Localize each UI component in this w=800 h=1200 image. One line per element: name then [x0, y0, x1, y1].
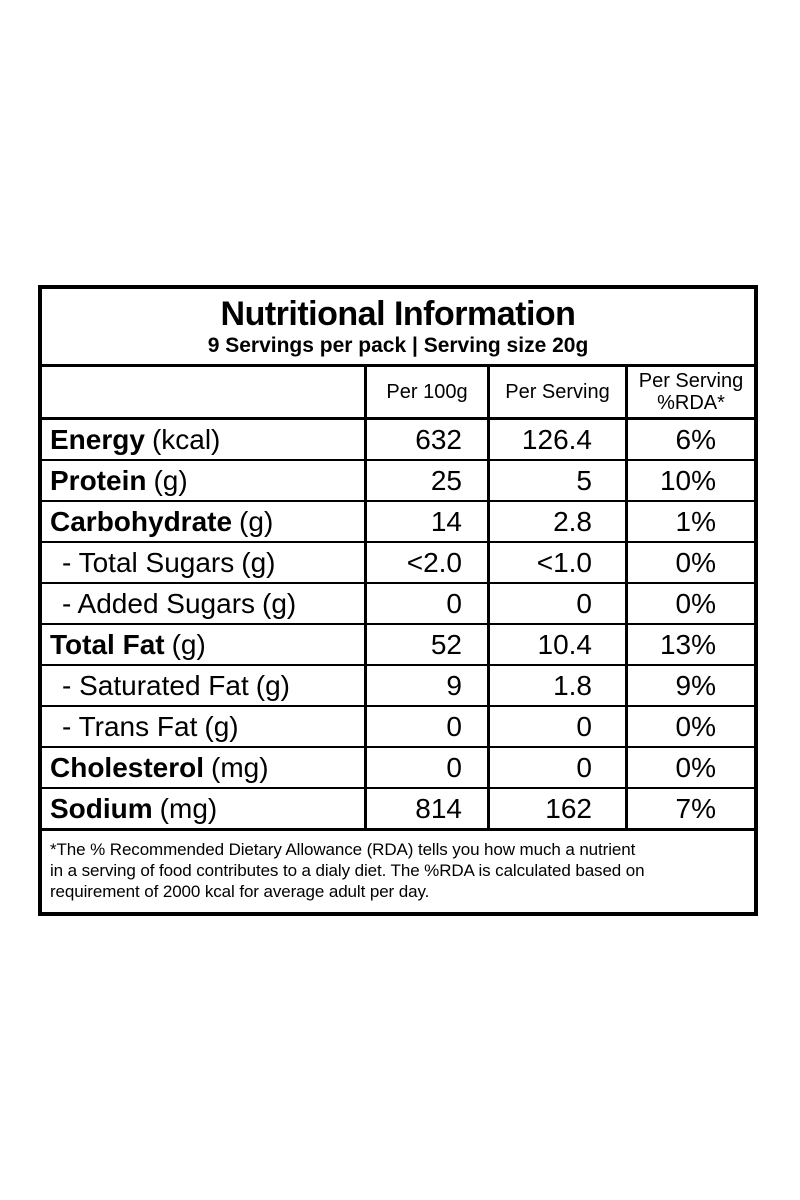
value-per-100g: 0 — [364, 707, 487, 746]
value-per-serving: 162 — [487, 789, 625, 828]
value-per-serving: 0 — [487, 748, 625, 787]
value-per-100g: 25 — [364, 461, 487, 500]
title-block: Nutritional Information 9 Servings per p… — [42, 289, 754, 367]
value-per-serving: 1.8 — [487, 666, 625, 705]
value-rda: 6% — [625, 420, 754, 459]
column-header-per-100g: Per 100g — [364, 367, 487, 417]
value-per-100g: 14 — [364, 502, 487, 541]
row-cholesterol: Cholesterol (mg) 0 0 0% — [42, 748, 754, 789]
row-protein: Protein (g) 25 5 10% — [42, 461, 754, 502]
value-rda: 0% — [625, 584, 754, 623]
rda-footnote-line3: requirement of 2000 kcal for average adu… — [50, 882, 430, 901]
row-saturated-fat: - Saturated Fat (g) 9 1.8 9% — [42, 666, 754, 707]
row-sodium: Sodium (mg) 814 162 7% — [42, 789, 754, 831]
value-rda: 1% — [625, 502, 754, 541]
nutrient-label: Cholesterol (mg) — [50, 751, 269, 783]
column-header-rda: Per Serving %RDA* — [625, 367, 754, 417]
rda-footnote: *The % Recommended Dietary Allowance (RD… — [42, 831, 754, 912]
value-rda: 7% — [625, 789, 754, 828]
rda-footnote-line1: *The % Recommended Dietary Allowance (RD… — [50, 840, 636, 859]
column-header-empty — [42, 367, 364, 417]
nutrient-label: - Saturated Fat (g) — [62, 669, 290, 701]
value-per-serving: 5 — [487, 461, 625, 500]
column-header-per-serving: Per Serving — [487, 367, 625, 417]
value-per-serving: 126.4 — [487, 420, 625, 459]
value-per-100g: 632 — [364, 420, 487, 459]
value-per-serving: 10.4 — [487, 625, 625, 664]
column-header-rda-line2: %RDA* — [657, 392, 725, 414]
value-per-100g: 814 — [364, 789, 487, 828]
nutrient-label: - Total Sugars (g) — [62, 546, 276, 578]
value-per-serving: 0 — [487, 584, 625, 623]
column-header-rda-line1: Per Serving — [638, 370, 744, 392]
row-carbohydrate: Carbohydrate (g) 14 2.8 1% — [42, 502, 754, 543]
nutrient-label: Energy (kcal) — [50, 423, 221, 455]
nutrient-label: Total Fat (g) — [50, 628, 206, 660]
serving-info: 9 Servings per pack | Serving size 20g — [207, 334, 589, 357]
value-per-100g: 52 — [364, 625, 487, 664]
value-per-serving: 2.8 — [487, 502, 625, 541]
row-energy: Energy (kcal) 632 126.4 6% — [42, 420, 754, 461]
value-rda: 0% — [625, 707, 754, 746]
nutrient-label: Sodium (mg) — [50, 792, 218, 824]
page-title: Nutritional Information — [220, 295, 576, 333]
value-per-100g: 0 — [364, 584, 487, 623]
row-total-sugars: - Total Sugars (g) <2.0 <1.0 0% — [42, 543, 754, 584]
rda-footnote-line2: in a serving of food contributes to a di… — [50, 861, 645, 880]
value-per-100g: 9 — [364, 666, 487, 705]
row-trans-fat: - Trans Fat (g) 0 0 0% — [42, 707, 754, 748]
value-per-100g: 0 — [364, 748, 487, 787]
value-rda: 9% — [625, 666, 754, 705]
nutrient-label: Protein (g) — [50, 464, 188, 496]
row-added-sugars: - Added Sugars (g) 0 0 0% — [42, 584, 754, 625]
row-total-fat: Total Fat (g) 52 10.4 13% — [42, 625, 754, 666]
value-rda: 13% — [625, 625, 754, 664]
nutrient-label: Carbohydrate (g) — [50, 505, 274, 537]
value-rda: 0% — [625, 543, 754, 582]
value-rda: 10% — [625, 461, 754, 500]
column-header-row: Per 100g Per Serving Per Serving %RDA* — [42, 367, 754, 420]
value-per-serving: 0 — [487, 707, 625, 746]
value-per-serving: <1.0 — [487, 543, 625, 582]
nutrient-label: - Trans Fat (g) — [62, 710, 239, 742]
nutrition-facts-table: Nutritional Information 9 Servings per p… — [38, 285, 758, 916]
nutrient-label: - Added Sugars (g) — [62, 587, 297, 619]
value-per-100g: <2.0 — [364, 543, 487, 582]
value-rda: 0% — [625, 748, 754, 787]
